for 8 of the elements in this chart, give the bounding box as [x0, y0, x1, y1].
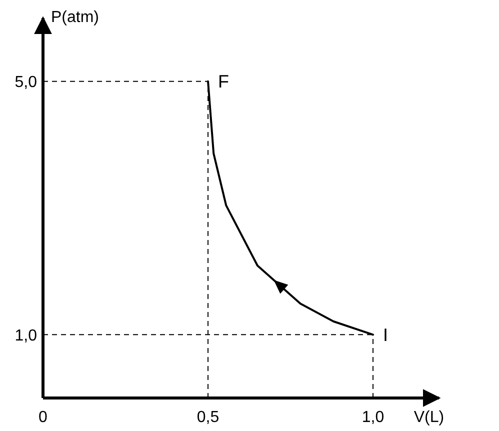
y-tick-label: 5,0	[14, 74, 38, 91]
x-tick-label: 1,0	[362, 409, 384, 426]
annotation: F	[218, 72, 229, 92]
annotation: I	[383, 324, 388, 345]
y-axis-title: P(atm)	[51, 9, 99, 26]
x-tick-label: 0,5	[196, 409, 220, 426]
x-axis-title: V(L)	[414, 409, 444, 426]
x-tick-label: 0	[38, 409, 48, 426]
